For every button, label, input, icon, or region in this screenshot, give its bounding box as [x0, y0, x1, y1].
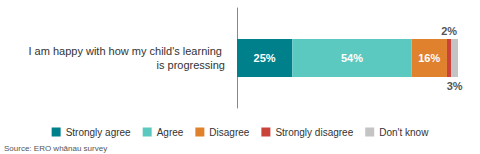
- svg-text:Strongly disagree: Strongly disagree: [275, 127, 353, 138]
- svg-text:25%: 25%: [254, 52, 276, 64]
- svg-text:54%: 54%: [341, 52, 363, 64]
- svg-text:2%: 2%: [441, 25, 457, 37]
- svg-text:Don't know: Don't know: [379, 127, 429, 138]
- svg-text:is progressing: is progressing: [157, 59, 225, 71]
- svg-text:I am happy with how my child's: I am happy with how my child's learning: [28, 45, 225, 57]
- svg-text:Strongly agree: Strongly agree: [66, 127, 131, 138]
- svg-text:Source: ERO whānau survey: Source: ERO whānau survey: [4, 144, 107, 153]
- svg-text:16%: 16%: [418, 52, 440, 64]
- svg-text:Disagree: Disagree: [209, 127, 249, 138]
- svg-text:Agree: Agree: [157, 127, 184, 138]
- svg-text:3%: 3%: [447, 80, 463, 92]
